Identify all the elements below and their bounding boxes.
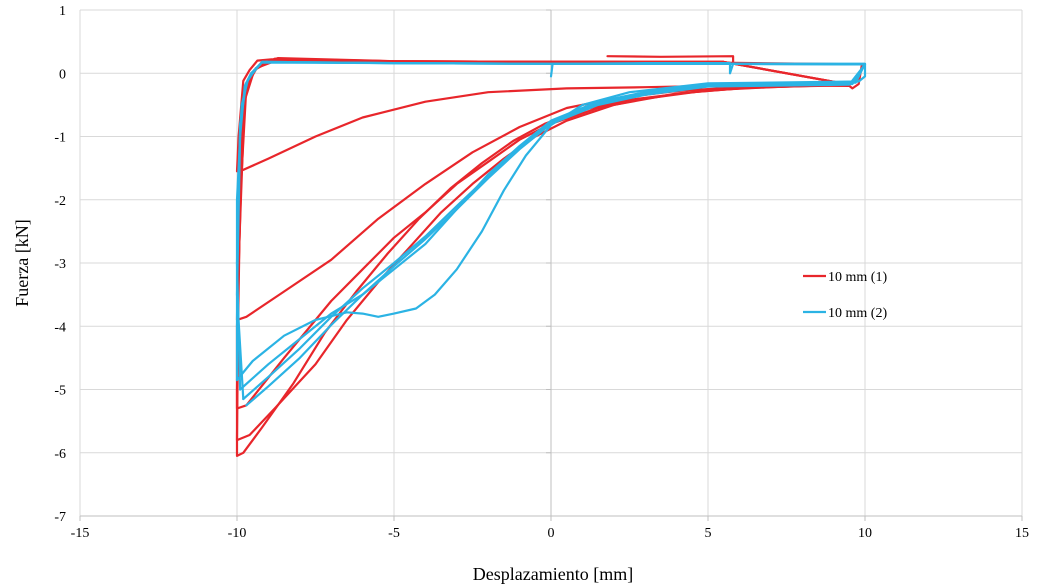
x-tick-label-6: 15 xyxy=(1015,526,1029,541)
series-1-loop-3 xyxy=(235,59,851,410)
legend: 10 mm (1) 10 mm (2) xyxy=(803,270,887,321)
axes xyxy=(79,9,1023,521)
x-tick-label-1: -10 xyxy=(228,526,247,541)
y-tick-label-3: -4 xyxy=(54,320,66,335)
y-tick-label-1: -6 xyxy=(54,447,66,462)
x-tick-label-0: -15 xyxy=(71,526,90,541)
series-1-loop-5 xyxy=(235,57,851,457)
series-1-loop-2 xyxy=(235,57,863,321)
series-2-loop-3 xyxy=(235,60,867,401)
x-tick-label-3: 0 xyxy=(548,526,555,541)
y-tick-label-5: -2 xyxy=(54,194,66,209)
y-tick-label-4: -3 xyxy=(54,257,66,272)
series-2-loop-4 xyxy=(235,61,867,407)
y-tick-label-0: -7 xyxy=(54,510,66,525)
legend-label-10mm-1: 10 mm (1) xyxy=(828,270,887,285)
y-tick-label-8: 1 xyxy=(59,4,66,19)
x-tick-label-5: 10 xyxy=(858,526,872,541)
series-1-loop-4 xyxy=(235,58,851,442)
x-axis-title: Desplazamiento [mm] xyxy=(473,564,633,584)
y-tick-label-7: 0 xyxy=(59,67,66,82)
x-tick-label-2: -5 xyxy=(388,526,400,541)
y-tick-label-6: -1 xyxy=(54,131,66,146)
x-tick-label-4: 5 xyxy=(705,526,712,541)
y-axis-title: Fuerza [kN] xyxy=(12,219,32,306)
series-2-loop-1 xyxy=(235,62,867,382)
legend-label-10mm-2: 10 mm (2) xyxy=(828,306,887,321)
y-tick-label-2: -5 xyxy=(54,384,66,399)
tick-labels: -15 -10 -5 0 5 10 15-7-6-5-4-3-2-101 xyxy=(54,4,1029,541)
series-lines xyxy=(235,55,867,457)
